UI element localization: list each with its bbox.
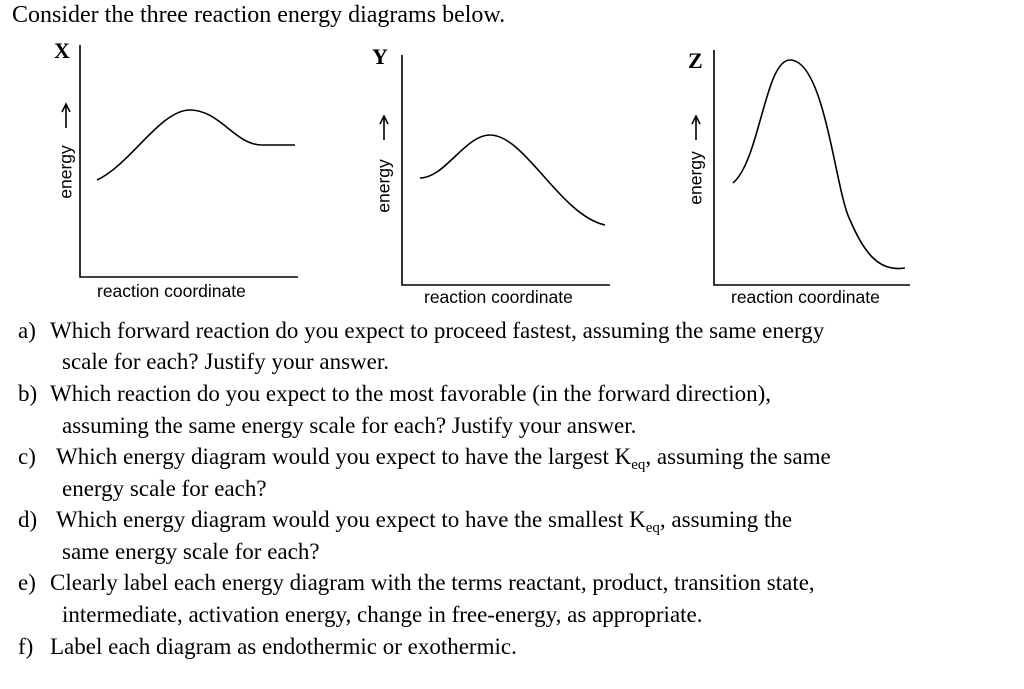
question-line: scale for each? Justify your answer. (62, 350, 389, 373)
subscript: eq (645, 520, 660, 536)
question-line: Which energy diagram would you expect to… (56, 507, 793, 536)
question-text: assuming the same energy scale for each?… (62, 413, 637, 438)
axes (79, 45, 298, 278)
diagram-z (691, 50, 910, 286)
question-line: energy scale for each? (62, 477, 267, 500)
diagram-label: Z (688, 48, 703, 73)
x-axis-label: reaction coordinate (731, 287, 880, 307)
axes (713, 50, 910, 286)
diagram-label: X (54, 38, 70, 63)
y-axis-label: energy (685, 151, 706, 205)
question-line: Which reaction do you expect to the most… (50, 382, 771, 405)
diagram-label: Y (372, 44, 388, 69)
x-axis-label: reaction coordinate (424, 287, 573, 307)
question-text: Label each diagram as endothermic or exo… (50, 634, 517, 659)
title: Consider the three reaction energy diagr… (12, 2, 506, 28)
question-label: d) (18, 507, 38, 532)
question-label: b) (18, 381, 38, 406)
question-label: e) (18, 570, 36, 595)
question-text: Which forward reaction do you expect to … (50, 318, 825, 343)
question-text: , assuming the same (645, 444, 831, 469)
question-line: Label each diagram as endothermic or exo… (50, 635, 517, 658)
energy-arrow (691, 114, 701, 140)
diagram-x (61, 45, 298, 278)
question-line: Which forward reaction do you expect to … (50, 319, 824, 342)
question-text: same energy scale for each? (62, 539, 320, 564)
energy-curve (96, 109, 295, 181)
question-text: energy scale for each? (62, 476, 267, 501)
x-axis-label: reaction coordinate (97, 281, 246, 301)
diagram-y (379, 55, 610, 286)
energy-arrow (61, 102, 71, 128)
question-text: scale for each? Justify your answer. (62, 349, 389, 374)
question-text: Which reaction do you expect to the most… (50, 381, 772, 406)
y-axis-label: energy (55, 145, 76, 199)
question-line: assuming the same energy scale for each?… (62, 414, 636, 437)
question-line: same energy scale for each? (62, 540, 320, 563)
subscript: eq (631, 457, 646, 473)
question-text: intermediate, activation energy, change … (62, 602, 703, 627)
question-text: Which energy diagram would you expect to… (56, 507, 646, 532)
energy-arrow (379, 114, 389, 140)
question-line: intermediate, activation energy, change … (62, 603, 703, 626)
energy-curve (732, 59, 906, 270)
question-line: Which energy diagram would you expect to… (56, 444, 831, 473)
question-label: c) (18, 444, 36, 469)
question-text: Which energy diagram would you expect to… (56, 444, 632, 469)
axes (401, 55, 610, 286)
energy-curve (419, 134, 606, 226)
question-label: f) (18, 634, 34, 659)
question-label: a) (18, 318, 36, 343)
question-line: Clearly label each energy diagram with t… (50, 571, 815, 594)
question-text: Clearly label each energy diagram with t… (50, 570, 815, 595)
question-text: , assuming the (659, 507, 793, 532)
y-axis-label: energy (373, 159, 394, 213)
